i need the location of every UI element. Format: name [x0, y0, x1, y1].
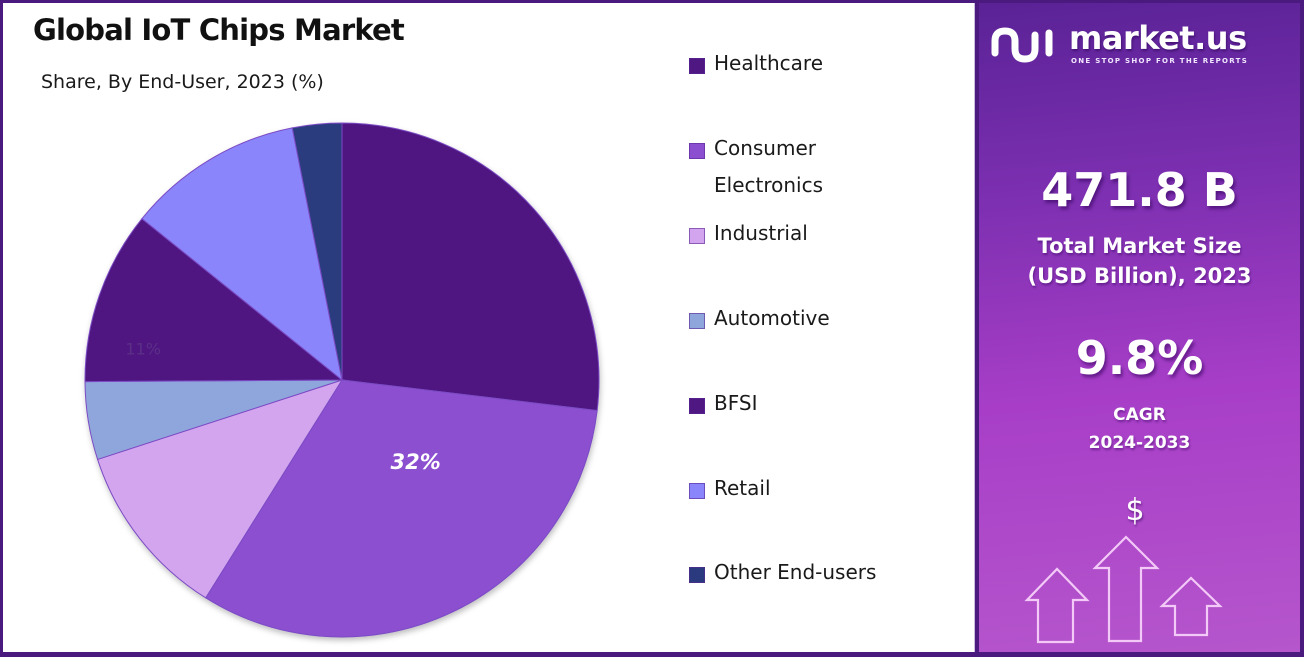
legend-swatch [689, 58, 705, 74]
arrow-center-icon [1092, 535, 1160, 643]
pie-slice-retail [141, 127, 343, 382]
market-us-logo-icon [991, 27, 1053, 63]
pie-slice-bfsi [84, 217, 344, 383]
legend-swatch [689, 567, 705, 583]
legend-label: Industrial [714, 221, 808, 245]
pie-data-label: 11% [125, 340, 161, 359]
market-size-label: Total Market Size (USD Billion), 2023 [1027, 234, 1252, 288]
pie-slice-healthcare [341, 122, 600, 412]
legend-label: Consumer Electronics [714, 136, 824, 197]
cagr-period: 2024-2033 [1088, 433, 1191, 453]
legend-swatch [689, 313, 705, 329]
brand-logo: market.us ONE STOP SHOP FOR THE REPORTS [987, 19, 1287, 69]
legend-swatch [689, 398, 705, 414]
pie-data-label: 32% [391, 450, 441, 474]
legend-label: Other End-users [714, 560, 877, 584]
chart-subtitle: Share, By End-User, 2023 (%) [41, 71, 324, 93]
arrow-right-icon [1159, 576, 1223, 637]
pie-chart: 32% 11% [84, 122, 600, 638]
market-size-value: 471.8 B [1041, 163, 1238, 217]
legend-label: Retail [714, 476, 771, 500]
legend-label: BFSI [714, 391, 758, 415]
cagr-label-text: CAGR [1113, 405, 1166, 425]
legend-item-retail: Retail [689, 476, 939, 507]
dollar-icon: $ [1125, 493, 1145, 528]
legend-item-automotive: Automotive [689, 306, 939, 337]
legend-swatch [689, 143, 705, 159]
legend-item-healthcare: Healthcare [689, 51, 939, 82]
legend-label: Automotive [714, 306, 830, 330]
pie-slice-industrial [96, 379, 344, 599]
summary-panel: market.us ONE STOP SHOP FOR THE REPORTS … [979, 3, 1300, 652]
legend-item-other-end-users: Other End-users [689, 560, 939, 591]
brand-tagline: ONE STOP SHOP FOR THE REPORTS [1071, 57, 1249, 65]
cagr-value: 9.8% [1075, 331, 1204, 385]
legend-item-consumer-electronics: Consumer Electronics [689, 136, 939, 204]
legend-swatch [689, 483, 705, 499]
chart-title: Global IoT Chips Market [33, 13, 405, 47]
brand-name: market.us [1069, 19, 1247, 57]
pie-slice-consumer-electronics [204, 379, 598, 638]
growth-arrows-icon [1024, 535, 1223, 644]
legend-swatch [689, 228, 705, 244]
legend-item-bfsi: BFSI [689, 391, 939, 422]
cagr-label: CAGR 2024-2033 [979, 401, 1300, 457]
legend-item-industrial: Industrial [689, 221, 939, 252]
pie-slice-other-end-users [291, 122, 343, 381]
legend-label: Healthcare [714, 51, 824, 75]
chart-panel: Global IoT Chips Market Share, By End-Us… [3, 3, 975, 652]
arrow-left-icon [1024, 567, 1090, 644]
